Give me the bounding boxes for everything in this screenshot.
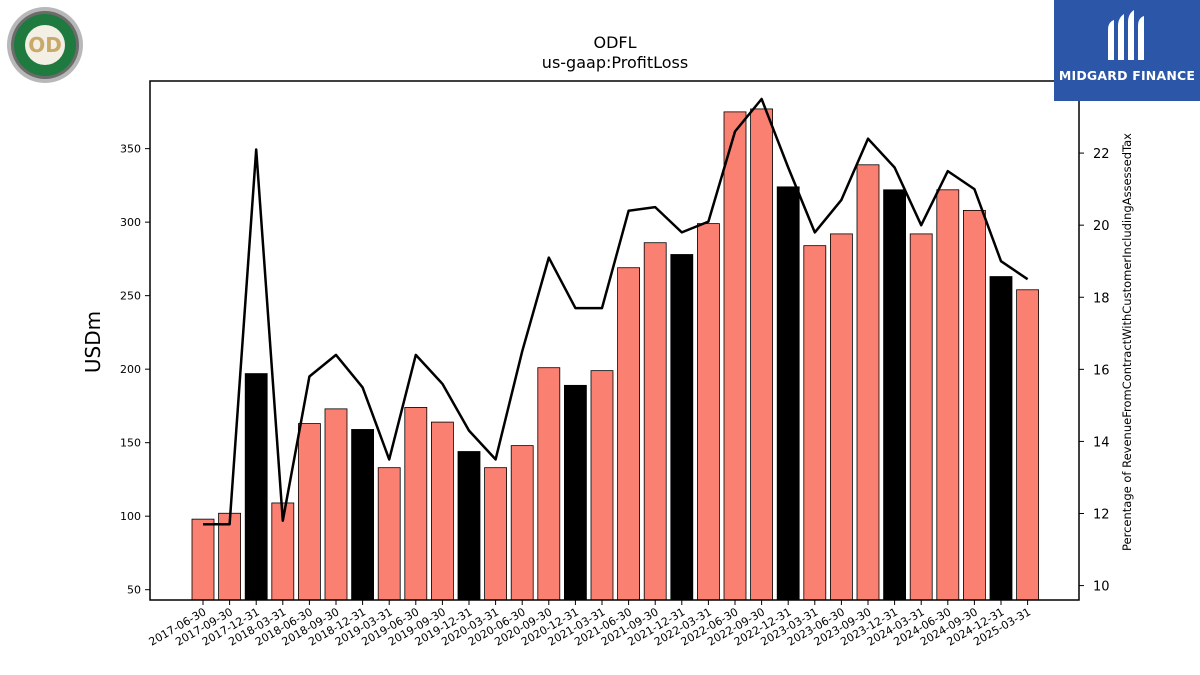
y-tick-label: 200 [120,363,141,376]
bar-2019-12-31 [457,451,481,601]
bar-2024-12-31 [989,276,1013,601]
bar-2020-12-31 [564,384,587,601]
x-axis: 2017-06-302017-09-302017-12-312018-03-31… [147,600,1033,649]
y2-tick-label: 10 [1093,580,1110,595]
bar-2021-06-30 [617,267,640,601]
bar-2025-03-31 [1016,289,1039,601]
svg-text:OD: OD [28,33,62,57]
bar-2021-03-31 [590,370,614,601]
bar-2023-09-30 [856,164,880,601]
bar-2020-06-30 [510,445,534,601]
ratio-line [203,97,1029,526]
bar-2019-06-30 [404,406,428,601]
brand-name: MIDGARD FINANCE [1058,68,1196,83]
y2-tick-label: 22 [1093,147,1110,162]
y2-axis-label: Percentage of RevenueFromContractWithCus… [1120,133,1134,551]
brand-badge: MIDGARD FINANCE [1054,0,1200,101]
y2-tick-label: 16 [1093,363,1110,378]
bar-2020-09-30 [537,367,561,601]
y2-tick-label: 12 [1093,508,1110,523]
y-axis-label: USDm [81,311,105,373]
bar-2018-12-31 [351,429,375,601]
y-tick-label: 50 [127,584,141,597]
bar-2017-09-30 [218,512,242,601]
old-dominion-seal-icon: OD [7,7,83,83]
bar-2023-03-31 [803,245,827,601]
bar-2024-06-30 [936,189,960,601]
bar-2022-06-30 [723,111,747,601]
bar-2022-12-31 [776,186,800,601]
line-series [203,97,1029,526]
bar-2019-09-30 [430,421,454,601]
y-axis-left: 50 100 150 200 250 300 350 [120,143,150,597]
y-tick-label: 150 [120,437,141,450]
bar-2018-09-30 [324,408,348,601]
plot-frame [149,80,1080,601]
bar-2023-06-30 [830,233,853,601]
y-tick-label: 350 [120,143,141,156]
bar-2017-06-30 [191,518,215,601]
bar-2024-03-31 [909,233,933,601]
bar-2019-03-31 [377,467,401,601]
y-tick-label: 300 [120,216,141,229]
company-logo: OD [6,6,84,84]
y2-tick-label: 14 [1093,435,1110,450]
y2-tick-label: 20 [1093,219,1110,234]
y-tick-label: 100 [120,510,141,523]
y-tick-label: 250 [120,290,141,303]
chart-title: ODFL [593,33,636,52]
y2-tick-label: 18 [1093,291,1110,306]
bar-2022-03-31 [697,223,720,601]
chart-subtitle: us-gaap:ProfitLoss [542,53,688,72]
bar-2017-12-31 [244,373,268,601]
bar-2020-03-31 [484,467,508,601]
bar-2018-06-30 [297,423,321,601]
bar-2022-09-30 [750,108,773,601]
y-axis-right: 10 12 14 16 18 20 22 [1079,147,1110,595]
bar-2023-12-31 [883,189,906,601]
bar-2021-09-30 [643,242,667,601]
bar-series [191,108,1039,601]
midgard-m-icon [1108,10,1144,60]
bar-2021-12-31 [670,254,694,601]
bar-2024-09-30 [963,209,986,601]
